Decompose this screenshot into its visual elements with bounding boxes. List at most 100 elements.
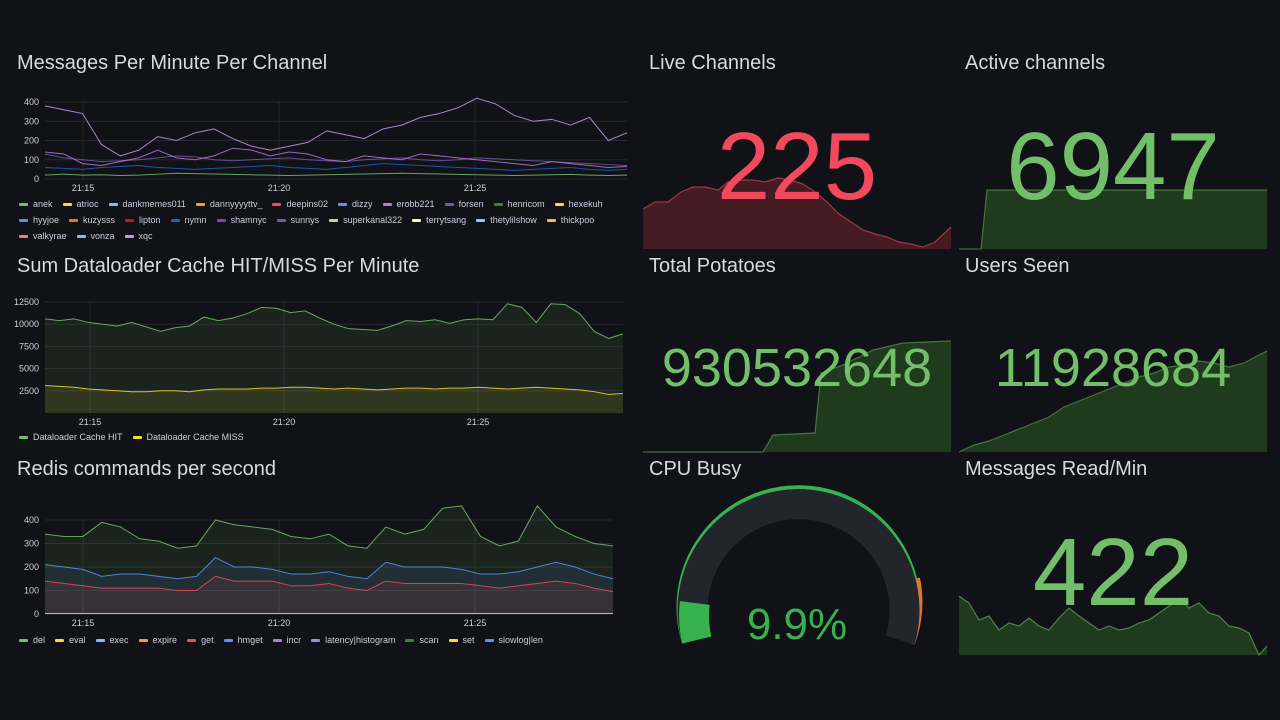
legend-swatch: [125, 219, 135, 223]
legend-swatch: [19, 219, 28, 223]
legend-item[interactable]: expire: [138, 632, 177, 648]
legend-item[interactable]: hmget: [223, 632, 263, 648]
legend-item[interactable]: get: [187, 632, 214, 648]
legend-label: dankmemes011: [122, 199, 186, 209]
cache-chart: 2500 5000 7500 10000 12500 21:15 21:20 21:25: [14, 297, 624, 427]
legend-swatch: [546, 219, 556, 223]
legend-label: thickpoo: [560, 215, 595, 225]
legend-item[interactable]: lipton: [125, 212, 161, 228]
legend-item[interactable]: exec: [95, 632, 129, 648]
legend-item[interactable]: Dataloader Cache MISS: [132, 429, 244, 445]
cpu-busy-value: 9.9%: [746, 600, 848, 649]
panel-title: Redis commands per second: [17, 458, 277, 480]
legend-label: latency|histogram: [325, 635, 396, 645]
legend-item[interactable]: del: [19, 632, 45, 648]
x-tick-label: 21:15: [72, 183, 95, 193]
series-line-anek: [44, 172, 628, 177]
y-tick-label: 0: [34, 609, 39, 619]
legend-item[interactable]: hyyjoe: [19, 212, 59, 228]
legend-item[interactable]: thetylilshow: [476, 212, 537, 228]
legend-item[interactable]: forsen: [444, 196, 484, 212]
legend-swatch: [124, 235, 134, 239]
redis-legend: del eval exec expire get hmget incr latency|his…: [19, 632, 629, 648]
legend-item[interactable]: dizzy: [338, 196, 373, 212]
cpu-gauge: [676, 485, 923, 645]
legend-swatch: [69, 219, 79, 223]
legend-label: shamnyc: [230, 215, 267, 225]
y-tick-label: 12500: [14, 297, 39, 307]
legend-swatch: [76, 235, 86, 239]
legend-item[interactable]: set: [448, 632, 475, 648]
series-area: [45, 303, 623, 413]
legend-label: terrytsang: [426, 215, 467, 225]
legend-item[interactable]: deepins02: [272, 196, 328, 212]
legend-item[interactable]: anek: [19, 196, 53, 212]
redis-chart: 0 100 200 300 400 21:15 21:20 21:25: [24, 505, 614, 628]
legend-swatch: [272, 639, 282, 643]
legend-item[interactable]: dankmemes011: [108, 196, 186, 212]
legend-swatch: [132, 436, 142, 440]
series-line-nymn: [44, 163, 628, 171]
legend-item[interactable]: terrytsang: [412, 212, 466, 228]
legend-item[interactable]: henricom: [493, 196, 545, 212]
series-line-get: [44, 575, 614, 593]
legend-item[interactable]: thickpoo: [546, 212, 595, 228]
legend-label: nymn: [184, 215, 207, 225]
legend-item[interactable]: scan: [405, 632, 439, 648]
legend-item[interactable]: hexekuh: [554, 196, 603, 212]
legend-item[interactable]: dannyyyyttv_: [195, 196, 263, 212]
active-channels-sparkline: [959, 189, 1267, 250]
x-tick-label: 21:25: [464, 618, 487, 628]
legend-item[interactable]: valkyrae: [19, 228, 67, 244]
legend-item[interactable]: superkanal322: [329, 212, 402, 228]
y-tick-label: 7500: [19, 341, 39, 351]
legend-swatch: [62, 203, 72, 207]
legend-swatch: [382, 203, 392, 207]
total-potatoes-sparkline: [643, 340, 952, 453]
legend-label: sunnys: [290, 215, 320, 225]
legend-swatch: [493, 203, 503, 207]
y-tick-label: 10000: [14, 319, 39, 329]
legend-swatch: [272, 203, 282, 207]
legend-item[interactable]: latency|histogram: [311, 632, 395, 648]
series-area: [45, 557, 613, 614]
panel-title: CPU Busy: [649, 458, 742, 480]
legend-label: get: [201, 635, 214, 645]
active-channels-value: 6947: [1006, 113, 1220, 220]
legend-item[interactable]: shamnyc: [216, 212, 267, 228]
y-tick-label: 5000: [19, 364, 39, 374]
legend-swatch: [412, 219, 422, 223]
y-tick-label: 100: [24, 155, 39, 165]
panel-title: Users Seen: [965, 255, 1070, 277]
panel-title: Messages Per Minute Per Channel: [17, 52, 328, 74]
legend-item[interactable]: kuzysss: [69, 212, 115, 228]
legend-label: slowlog|len: [498, 635, 543, 645]
legend-item[interactable]: eval: [55, 632, 86, 648]
legend-item[interactable]: erobb221: [382, 196, 435, 212]
series-area: [45, 505, 613, 614]
x-tick-label: 21:15: [72, 618, 95, 628]
legend-label: hexekuh: [568, 199, 603, 209]
legend-swatch: [216, 219, 226, 223]
legend-item[interactable]: atrioc: [62, 196, 99, 212]
legend-label: superkanal322: [343, 215, 403, 225]
y-tick-label: 300: [24, 539, 39, 549]
legend-swatch: [448, 639, 458, 643]
series-line-dataloader-cache-hit: [44, 303, 624, 339]
x-tick-label: 21:25: [464, 183, 487, 193]
legend-label: scan: [419, 635, 439, 645]
legend-item[interactable]: slowlog|len: [484, 632, 543, 648]
legend-swatch: [554, 203, 564, 207]
legend-item[interactable]: xqc: [124, 228, 153, 244]
legend-item[interactable]: sunnys: [276, 212, 320, 228]
redis-commands-panel: Redis commands per second 0 100 200 300 400 2…: [17, 458, 629, 653]
legend-label: dannyyyyttv_: [209, 199, 263, 209]
legend-label: Dataloader Cache MISS: [146, 432, 244, 442]
legend-item[interactable]: nymn: [170, 212, 207, 228]
legend-item[interactable]: incr: [272, 632, 301, 648]
legend-label: vonza: [90, 231, 115, 241]
legend-item[interactable]: Dataloader Cache HIT: [19, 429, 123, 445]
x-tick-label: 21:25: [467, 417, 490, 427]
legend-item[interactable]: vonza: [76, 228, 115, 244]
users-seen-panel: Users Seen 11928684: [958, 255, 1268, 453]
